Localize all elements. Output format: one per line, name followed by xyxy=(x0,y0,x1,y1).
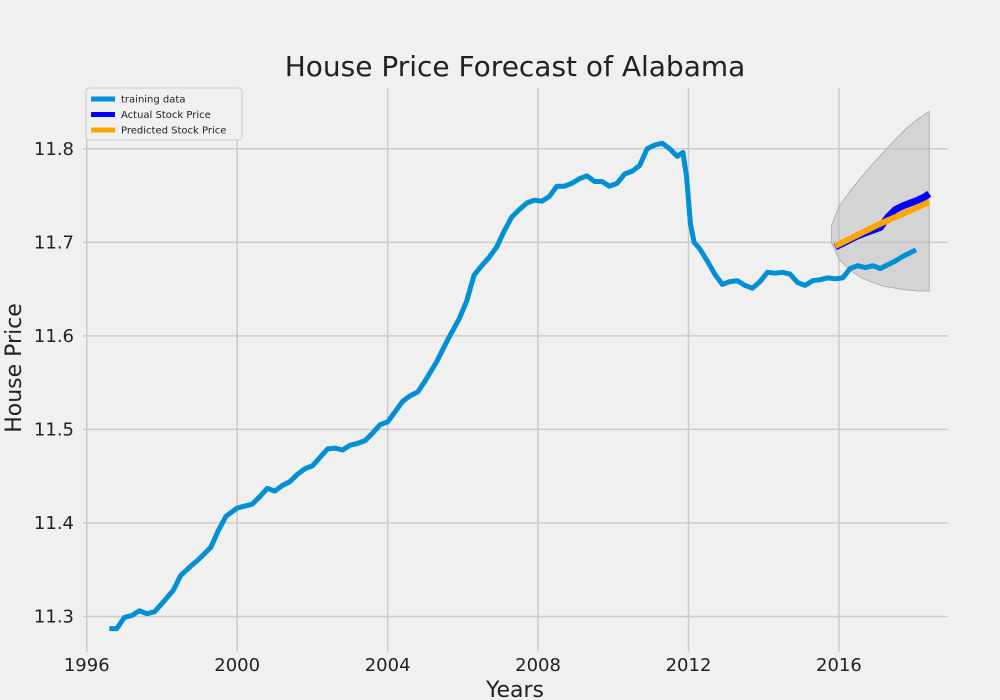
legend: training data Actual Stock Price Predicted… xyxy=(85,87,243,141)
series-line-predicted-stock-price xyxy=(833,199,931,249)
x-tick-label: 2000 xyxy=(214,655,260,676)
y-tick-label: 11.3 xyxy=(34,606,74,627)
grid-lines xyxy=(83,88,948,652)
legend-box xyxy=(85,87,243,141)
x-tick-label: 2004 xyxy=(365,655,411,676)
chart-title: House Price Forecast of Alabama xyxy=(285,50,746,83)
x-tick-label: 2016 xyxy=(816,655,862,676)
legend-label: Actual Stock Price xyxy=(121,110,211,121)
confidence-band xyxy=(831,110,930,292)
x-tick-labels: 1996 2000 2004 2008 2012 2016 xyxy=(64,655,862,676)
y-tick-label: 11.8 xyxy=(34,139,74,160)
legend-label: Predicted Stock Price xyxy=(121,126,226,137)
confidence-interval xyxy=(831,110,930,292)
x-tick-label: 1996 xyxy=(64,655,110,676)
series-line-training-data xyxy=(109,140,918,632)
y-tick-label: 11.6 xyxy=(34,326,74,347)
x-tick-label: 2008 xyxy=(515,655,561,676)
y-axis-label: House Price xyxy=(2,303,27,433)
x-axis-label: Years xyxy=(485,678,544,700)
y-tick-label: 11.7 xyxy=(34,232,74,253)
x-tick-label: 2012 xyxy=(666,655,712,676)
legend-label: training data xyxy=(121,95,185,106)
y-tick-label: 11.5 xyxy=(34,419,74,440)
series-lines xyxy=(109,140,932,632)
y-tick-labels: 11.3 11.4 11.5 11.6 11.7 11.8 xyxy=(34,139,74,628)
y-tick-label: 11.4 xyxy=(34,513,74,534)
